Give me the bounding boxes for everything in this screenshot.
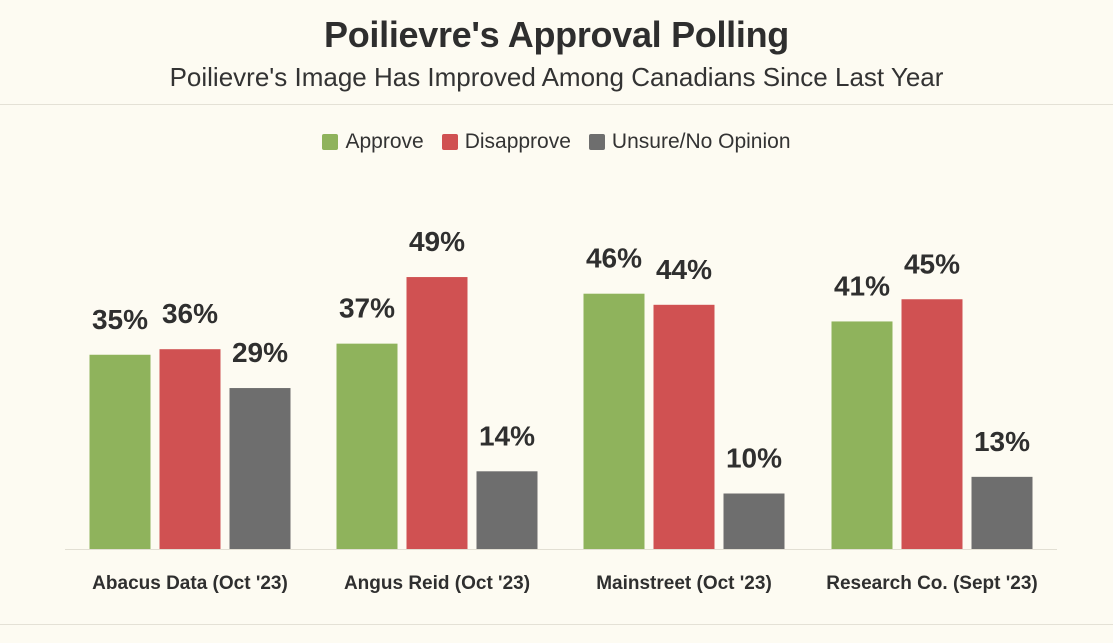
bar-disapprove-1[interactable] <box>406 277 468 549</box>
data-label-disapprove-2: 44% <box>656 254 712 285</box>
data-label-approve-1: 37% <box>339 293 395 324</box>
data-label-unsure-3: 13% <box>974 426 1030 457</box>
category-label-2: Mainstreet (Oct '23) <box>596 573 772 594</box>
chart-legend: Approve Disapprove Unsure/No Opinion <box>0 130 1113 154</box>
bar-approve-2[interactable] <box>583 293 645 549</box>
data-label-disapprove-0: 36% <box>162 298 218 329</box>
data-label-unsure-1: 14% <box>479 420 535 451</box>
bar-disapprove-3[interactable] <box>901 299 963 549</box>
bar-disapprove-0[interactable] <box>159 349 221 549</box>
data-label-approve-2: 46% <box>586 243 642 274</box>
bar-unsure-3[interactable] <box>971 476 1033 549</box>
data-label-disapprove-1: 49% <box>409 226 465 257</box>
category-label-0: Abacus Data (Oct '23) <box>92 573 288 594</box>
bar-disapprove-2[interactable] <box>653 304 715 549</box>
chart-subtitle: Poilievre's Image Has Improved Among Can… <box>169 62 944 92</box>
legend-label-disapprove: Disapprove <box>464 130 571 153</box>
category-label-1: Angus Reid (Oct '23) <box>344 573 530 594</box>
bottom-divider <box>0 624 1113 625</box>
legend-label-approve: Approve <box>345 130 424 153</box>
data-label-unsure-2: 10% <box>726 443 782 474</box>
legend-item-approve[interactable]: Approve <box>322 130 424 154</box>
data-label-unsure-0: 29% <box>232 337 288 368</box>
chart-title: Poilievre's Approval Polling <box>324 14 789 55</box>
legend-item-disapprove[interactable]: Disapprove <box>441 130 571 154</box>
legend-swatch-disapprove <box>441 134 458 150</box>
bar-unsure-0[interactable] <box>229 388 291 549</box>
legend-label-unsure: Unsure/No Opinion <box>611 130 791 153</box>
bar-approve-0[interactable] <box>89 354 151 549</box>
category-label-3: Research Co. (Sept '23) <box>826 573 1037 594</box>
data-label-approve-3: 41% <box>834 270 890 301</box>
bar-approve-1[interactable] <box>336 343 398 549</box>
legend-item-unsure[interactable]: Unsure/No Opinion <box>588 130 791 154</box>
chart-header: Poilievre's Approval Polling Poilievre's… <box>0 0 1113 105</box>
bar-approve-3[interactable] <box>831 321 893 549</box>
data-label-approve-0: 35% <box>92 304 148 335</box>
bar-unsure-2[interactable] <box>723 493 785 550</box>
data-label-disapprove-3: 45% <box>904 248 960 279</box>
legend-swatch-approve <box>322 134 339 150</box>
legend-swatch-unsure <box>588 134 605 150</box>
bar-unsure-1[interactable] <box>476 471 538 549</box>
